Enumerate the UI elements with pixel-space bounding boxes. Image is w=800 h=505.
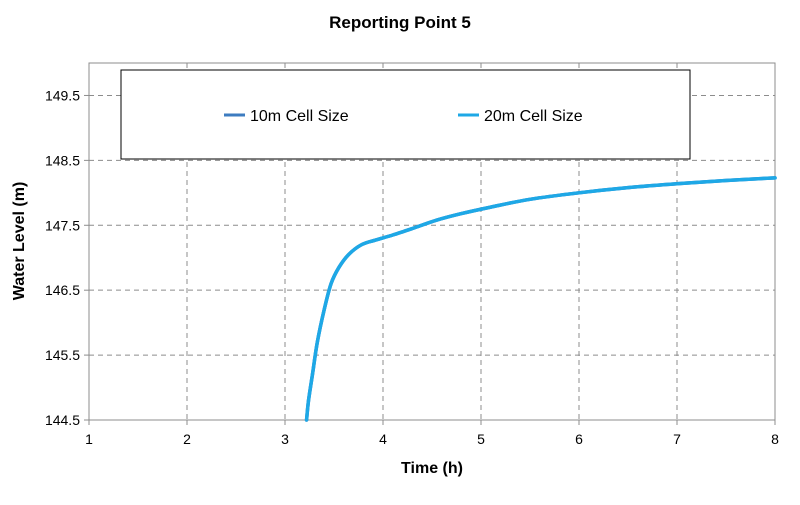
x-tick-label: 6 bbox=[575, 431, 583, 447]
y-tick-label: 149.5 bbox=[45, 87, 80, 103]
x-tick-label: 2 bbox=[183, 431, 191, 447]
x-tick-label: 7 bbox=[673, 431, 681, 447]
y-axis-title: Water Level (m) bbox=[11, 182, 28, 301]
tick-labels: 1 2 3 4 5 6 7 8 144.5 145.5 146.5 147.5 148.5 149.5 bbox=[45, 87, 779, 447]
legend-box bbox=[120, 69, 691, 160]
legend-label-20m: 20m Cell Size bbox=[484, 108, 583, 125]
axes bbox=[84, 63, 776, 425]
y-tick-label: 147.5 bbox=[45, 217, 80, 233]
x-tick-label: 3 bbox=[281, 431, 289, 447]
y-tick-label: 146.5 bbox=[45, 282, 80, 298]
y-tick-label: 148.5 bbox=[45, 152, 80, 168]
y-tick-label: 145.5 bbox=[45, 347, 80, 363]
x-tick-label: 8 bbox=[771, 431, 779, 447]
series-lines bbox=[304, 176, 777, 422]
series-line-1 bbox=[304, 176, 777, 422]
x-axis-title: Time (h) bbox=[401, 460, 463, 477]
y-tick-label: 144.5 bbox=[45, 412, 80, 428]
legend: 10m Cell Size 20m Cell Size bbox=[120, 69, 691, 160]
x-tick-label: 1 bbox=[85, 431, 93, 447]
x-tick-label: 4 bbox=[379, 431, 387, 447]
legend-label-10m: 10m Cell Size bbox=[250, 108, 349, 125]
chart-title: Reporting Point 5 bbox=[329, 13, 471, 32]
x-tick-label: 5 bbox=[477, 431, 485, 447]
